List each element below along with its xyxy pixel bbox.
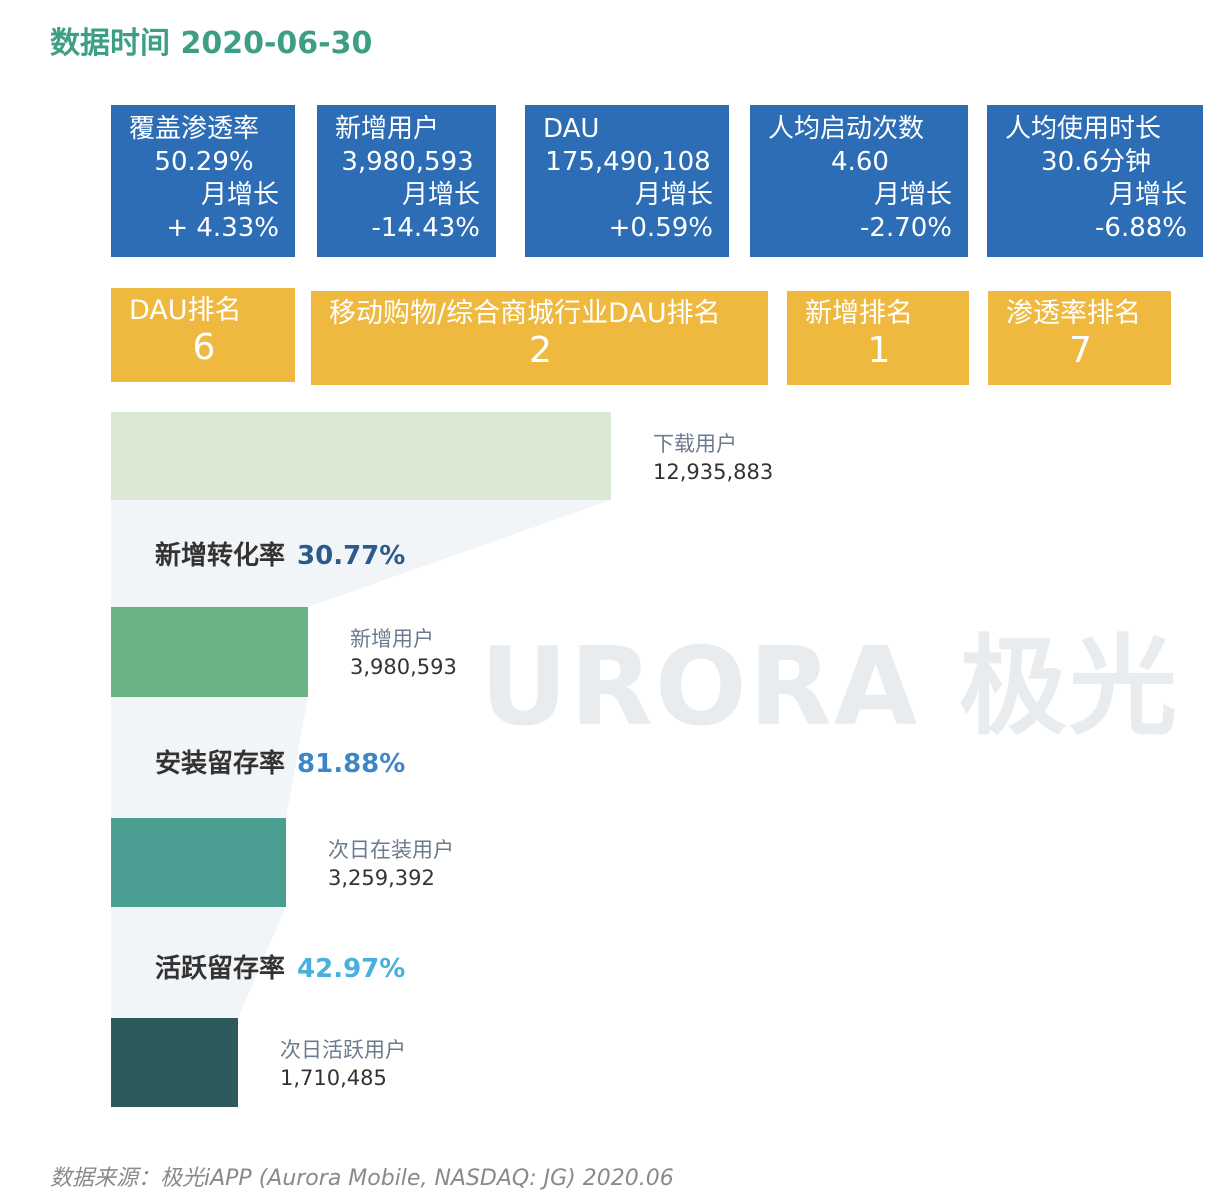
kpi-value: 3,980,593 [341,147,474,177]
kpi-growth-value: -2.70% [860,213,952,243]
rank-label: DAU排名 [129,295,242,326]
bar-category: 下载用户 [653,432,737,456]
kpi-label: 人均启动次数 [768,114,925,144]
page-title: 数据时间 2020-06-30 [50,26,373,61]
kpi-value: 30.6分钟 [1041,147,1151,177]
rate-install-retention: 安装留存率 81.88% [155,743,405,780]
rate-value: 81.88% [297,749,406,779]
rate-label: 安装留存率 [155,749,286,779]
kpi-value: 4.60 [831,147,889,177]
bar-value: 1,710,485 [280,1066,387,1090]
kpi-label: 人均使用时长 [1005,114,1162,144]
rank-label: 渗透率排名 [1006,298,1141,329]
rank-card-penetration: 渗透率排名 7 [988,291,1171,385]
kpi-card-dau: DAU 175,490,108 月增长 +0.59% [525,105,729,257]
funnel-bar-day1-installed [111,818,286,907]
rank-value: 1 [867,330,891,371]
kpi-growth-value: -6.88% [1095,213,1187,243]
kpi-growth-label: 月增长 [200,180,279,210]
funnel-bar-downloads [111,412,611,500]
bar-value: 3,259,392 [328,866,435,890]
rate-label: 活跃留存率 [155,954,286,984]
bar-label-day1-active: 次日活跃用户 1,710,485 [280,1036,406,1092]
kpi-growth-value: -14.43% [371,213,480,243]
watermark-logo: URORA 极光 [480,625,1180,750]
bar-label-new-users: 新增用户 3,980,593 [350,625,457,681]
source-note: 数据来源：极光iAPP (Aurora Mobile, NASDAQ: JG) … [50,1166,674,1191]
funnel-connector [111,907,286,1018]
funnel-connector [111,697,308,818]
kpi-label: DAU [543,114,600,144]
bar-label-day1-installed: 次日在装用户 3,259,392 [328,836,454,892]
kpi-card-new-users: 新增用户 3,980,593 月增长 -14.43% [317,105,496,257]
kpi-growth-label: 月增长 [873,180,952,210]
bar-value: 12,935,883 [653,460,774,484]
rank-value: 6 [192,327,216,368]
rate-label: 新增转化率 [155,541,286,571]
kpi-growth-label: 月增长 [401,180,480,210]
funnel-bar-day1-active [111,1018,238,1107]
rate-value: 42.97% [297,954,406,984]
kpi-card-penetration: 覆盖渗透率 50.29% 月增长 + 4.33% [111,105,295,257]
funnel-connector [111,500,611,607]
kpi-value: 50.29% [154,147,254,177]
kpi-growth-label: 月增长 [1108,180,1187,210]
bar-label-downloads: 下载用户 12,935,883 [653,430,773,486]
bar-category: 次日活跃用户 [280,1038,406,1062]
bar-value: 3,980,593 [350,655,457,679]
rate-new-conversion: 新增转化率 30.77% [155,535,405,572]
rank-card-industry-dau: 移动购物/综合商城行业DAU排名 2 [311,291,768,385]
kpi-value: 175,490,108 [545,147,711,177]
kpi-card-launches: 人均启动次数 4.60 月增长 -2.70% [750,105,968,257]
kpi-card-usage-time: 人均使用时长 30.6分钟 月增长 -6.88% [987,105,1203,257]
rank-value: 2 [529,330,552,371]
rank-label: 新增排名 [805,298,913,329]
bar-category: 次日在装用户 [328,838,454,862]
rank-label: 移动购物/综合商城行业DAU排名 [329,298,721,329]
kpi-label: 覆盖渗透率 [129,114,260,144]
rank-card-dau: DAU排名 6 [111,288,295,382]
kpi-growth-label: 月增长 [634,180,713,210]
kpi-growth-value: + 4.33% [166,213,279,243]
funnel-bar-new-users [111,607,308,697]
kpi-label: 新增用户 [335,114,440,144]
bar-category: 新增用户 [350,627,434,651]
rate-active-retention: 活跃留存率 42.97% [155,948,405,985]
rank-value: 7 [1069,330,1092,371]
rank-card-new: 新增排名 1 [787,291,969,385]
rate-value: 30.77% [297,541,406,571]
kpi-growth-value: +0.59% [608,213,713,243]
